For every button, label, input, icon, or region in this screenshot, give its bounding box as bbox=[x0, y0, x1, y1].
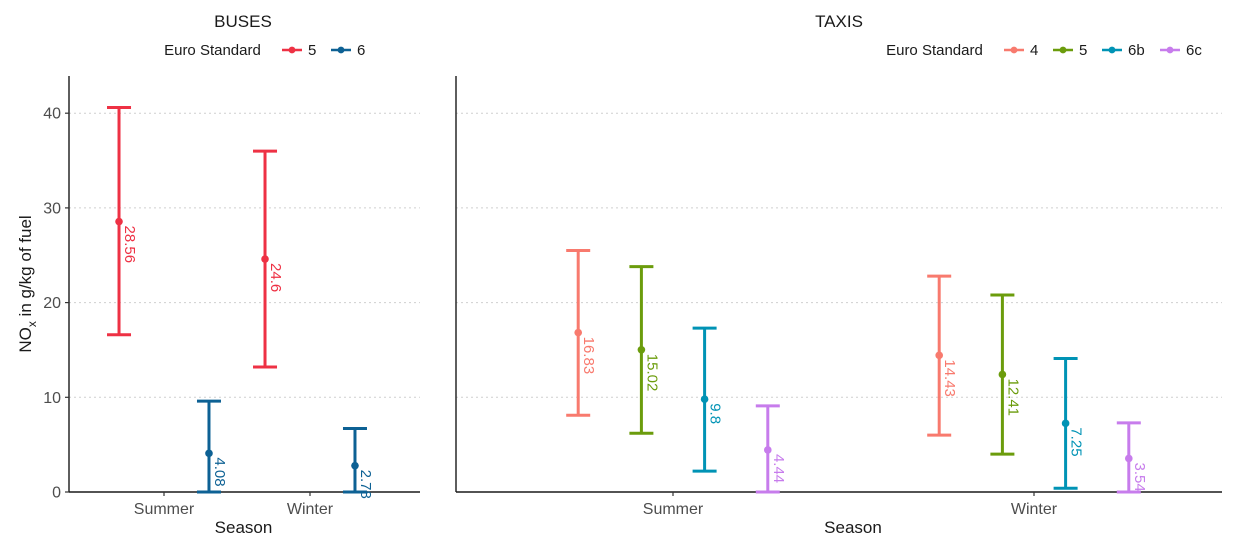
data-point bbox=[637, 345, 646, 354]
panel-buses: BUSES Euro Standard 5 6 0 10 20 30 40 NOx in g/kg… bbox=[16, 12, 420, 536]
data-label: 4.08 bbox=[211, 457, 228, 486]
legend-title: Euro Standard bbox=[164, 42, 261, 59]
panel-title: BUSES bbox=[214, 12, 272, 31]
legend-item-5: 5 bbox=[1053, 42, 1087, 59]
data-point bbox=[1061, 419, 1070, 428]
data-label: 4.44 bbox=[770, 454, 787, 483]
data-point bbox=[261, 255, 269, 263]
legend-key-point bbox=[1010, 46, 1018, 54]
data-label: 15.02 bbox=[643, 354, 660, 392]
data-point bbox=[1125, 454, 1133, 463]
panel-title: TAXIS bbox=[815, 12, 863, 31]
y-axis-title-main: NO bbox=[16, 327, 35, 353]
legend-key-point bbox=[1166, 46, 1174, 54]
data-label: 28.56 bbox=[121, 226, 138, 264]
data-point bbox=[998, 370, 1007, 379]
data-label: 3.54 bbox=[1131, 462, 1148, 491]
data-point bbox=[700, 395, 709, 403]
data-point bbox=[574, 328, 582, 337]
data-label: 14.43 bbox=[941, 359, 958, 397]
y-axis-title-rest: in g/kg of fuel bbox=[16, 215, 35, 321]
legend-key-point bbox=[1059, 46, 1067, 54]
x-tick-label: Summer bbox=[643, 501, 704, 518]
legend-key-point bbox=[337, 46, 345, 54]
y-axis-title: NOx in g/kg of fuel bbox=[16, 215, 39, 352]
legend-key-point bbox=[1108, 46, 1116, 54]
x-tick-label: Winter bbox=[1011, 501, 1058, 518]
legend-label: 4 bbox=[1030, 42, 1038, 59]
y-axis-title-subscript: x bbox=[25, 321, 39, 327]
data-label: 24.6 bbox=[267, 263, 284, 292]
y-tick-label: 10 bbox=[43, 390, 61, 407]
y-tick-label: 20 bbox=[43, 295, 61, 312]
series-6: 4.08 2.78 bbox=[196, 399, 374, 499]
legend: Euro Standard 4 5 6b 6c bbox=[886, 42, 1202, 59]
data-point bbox=[351, 461, 359, 470]
legend-item-6b: 6b bbox=[1102, 42, 1145, 59]
data-label: 2.78 bbox=[357, 470, 374, 499]
x-tick-label: Summer bbox=[134, 501, 195, 518]
data-label: 7.25 bbox=[1068, 427, 1085, 456]
legend-label: 6 bbox=[357, 42, 365, 59]
legend-label: 5 bbox=[1079, 42, 1087, 59]
x-tick-label: Winter bbox=[287, 501, 334, 518]
series-5: 28.56 24.6 bbox=[107, 106, 284, 369]
x-axis-title: Season bbox=[824, 518, 882, 536]
legend-label: 6b bbox=[1128, 42, 1145, 59]
panel-taxis: TAXIS Euro Standard 4 5 6b 6c Summer Winter Seas… bbox=[455, 12, 1222, 536]
y-tick-label: 40 bbox=[43, 106, 61, 123]
x-axis-title: Season bbox=[215, 518, 273, 536]
data-label: 9.8 bbox=[707, 403, 724, 424]
data-point bbox=[205, 449, 213, 458]
data-point bbox=[764, 446, 772, 454]
data-point bbox=[935, 351, 943, 360]
y-tick-label: 0 bbox=[52, 485, 61, 502]
legend-item-5: 5 bbox=[282, 42, 316, 59]
series-5: 15.02 12.41 bbox=[629, 265, 1021, 456]
legend-label: 6c bbox=[1186, 42, 1202, 59]
y-tick-label: 30 bbox=[43, 200, 61, 217]
legend: Euro Standard 5 6 bbox=[164, 42, 365, 59]
legend-item-6: 6 bbox=[331, 42, 365, 59]
data-label: 12.41 bbox=[1004, 378, 1021, 416]
legend-key-point bbox=[288, 46, 296, 54]
series-6b: 9.8 7.25 bbox=[692, 326, 1085, 490]
legend-title: Euro Standard bbox=[886, 42, 983, 59]
data-point bbox=[115, 217, 123, 226]
legend-item-6c: 6c bbox=[1160, 42, 1202, 59]
series-4: 16.83 14.43 bbox=[566, 249, 958, 437]
legend-item-4: 4 bbox=[1004, 42, 1038, 59]
data-label: 16.83 bbox=[580, 337, 597, 375]
legend-label: 5 bbox=[308, 42, 316, 59]
series-6c: 4.44 3.54 bbox=[755, 404, 1148, 494]
